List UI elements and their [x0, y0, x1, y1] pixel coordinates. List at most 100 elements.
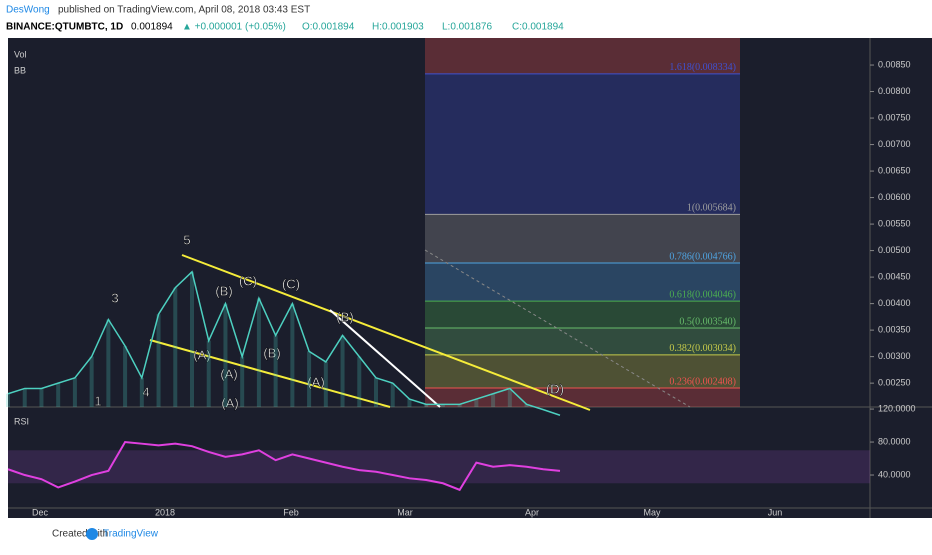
fib-zone: [425, 388, 740, 407]
fib-zone: [425, 73, 740, 215]
published: published on TradingView.com, April 08, …: [58, 5, 310, 16]
volume-bar: [256, 298, 261, 407]
change: ▲ +0.000001 (+0.05%): [182, 22, 286, 33]
volume-bar: [374, 377, 378, 407]
y-tick-label: 0.00250: [878, 378, 911, 388]
brand-icon: [86, 528, 98, 540]
trend-line: [181, 254, 591, 411]
y-tick-label: 0.00300: [878, 351, 911, 361]
volume-bar: [22, 388, 27, 407]
volume-bar: [89, 356, 94, 407]
last: 0.001894: [131, 22, 173, 33]
y-tick-label: 0.00850: [878, 59, 911, 69]
volume-bar: [290, 303, 295, 407]
x-tick-label: Feb: [283, 507, 299, 517]
footer-created: Created with: [52, 529, 108, 540]
rsi-band: [8, 450, 870, 484]
wave-label: 5: [183, 232, 190, 247]
y-tick-label: 0.00500: [878, 245, 911, 255]
y-tick-label: 0.00600: [878, 192, 911, 202]
fib-label: 1.618(0.008334): [669, 62, 736, 73]
y-tick-label: 0.00350: [878, 325, 911, 335]
fib-zone: [425, 214, 740, 264]
y-tick-label: 0.00650: [878, 165, 911, 175]
y-tick-label: 0.00800: [878, 86, 911, 96]
volume-bar: [390, 383, 395, 407]
rsi-label: RSI: [14, 416, 29, 426]
volume-bar: [273, 335, 278, 407]
close: C:0.001894: [512, 22, 564, 33]
x-tick-label: Jun: [768, 507, 783, 517]
fib-zone: [425, 354, 740, 389]
volume-bar: [457, 404, 462, 407]
volume-bar: [340, 335, 345, 407]
chart-area: [8, 38, 932, 518]
rsi-tick-label: 120.0000: [878, 403, 916, 413]
wave-label: (B): [215, 283, 232, 298]
volume-bar: [491, 393, 496, 407]
wave-label: (B): [336, 309, 353, 324]
trend-line: [149, 339, 391, 408]
volume-bar: [190, 271, 194, 407]
x-tick-label: Dec: [32, 507, 49, 517]
volume-bar: [240, 356, 245, 407]
wave-label: (D): [546, 381, 564, 396]
volume-bar: [440, 404, 445, 407]
open: O:0.001894: [302, 22, 355, 33]
fib-label: 1(0.005684): [687, 203, 736, 214]
fib-zone: [425, 263, 740, 302]
rsi-line: [7, 440, 561, 492]
y-tick-label: 0.00450: [878, 271, 911, 281]
volume-bar: [173, 287, 178, 407]
high: H:0.001903: [372, 22, 424, 33]
wave-label: (A): [221, 395, 238, 410]
volume-bar: [39, 388, 44, 407]
volume-bar: [474, 399, 479, 407]
wave-label: (A): [220, 366, 237, 381]
fib-label: 0.618(0.004046): [669, 289, 736, 300]
x-tick-label: Apr: [525, 507, 539, 517]
y-tick-label: 0.00400: [878, 298, 911, 308]
volume-bar: [156, 314, 161, 407]
wave-label: 4: [142, 384, 149, 399]
fib-label: 0.236(0.002408): [669, 376, 736, 387]
legend-bb: BB: [14, 65, 26, 75]
volume-bar: [357, 356, 362, 407]
volume-bar: [507, 388, 512, 407]
x-tick-label: May: [643, 507, 661, 517]
rsi-tick-label: 80.0000: [878, 436, 911, 446]
fib-label: 0.786(0.004766): [669, 251, 736, 262]
price-line: [7, 270, 561, 416]
wave-label: 3: [111, 290, 118, 305]
volume-bar: [524, 404, 529, 407]
volume-bar: [72, 377, 77, 407]
footer-brand[interactable]: TradingView: [103, 529, 159, 540]
author[interactable]: DesWong: [6, 5, 50, 16]
volume-bar: [139, 377, 144, 407]
x-tick-label: Mar: [397, 507, 413, 517]
wave-label: (A): [307, 374, 324, 389]
wave-label: (C): [239, 273, 257, 288]
volume-bar: [307, 351, 312, 407]
fib-zone: [425, 38, 740, 74]
y-tick-label: 0.00550: [878, 218, 911, 228]
legend-vol: Vol: [14, 49, 27, 59]
volume-bar: [223, 303, 228, 407]
low: L:0.001876: [442, 22, 492, 33]
wave-label: (C): [282, 276, 300, 291]
fib-label: 0.382(0.003034): [669, 343, 736, 354]
rsi-tick-label: 40.0000: [878, 469, 911, 479]
x-tick-label: 2018: [155, 507, 175, 517]
volume-bar: [424, 404, 429, 407]
volume-bar: [123, 346, 128, 407]
symbol: BINANCE:QTUMBTC, 1D: [6, 22, 123, 33]
wave-label: (A): [193, 347, 210, 362]
volume-bar: [56, 383, 61, 407]
volume-bar: [407, 399, 412, 407]
volume-bar: [206, 340, 211, 407]
fib-label: 0.5(0.003540): [679, 316, 736, 327]
trend-line: [329, 309, 441, 408]
y-tick-label: 0.00750: [878, 112, 911, 122]
y-tick-label: 0.00700: [878, 139, 911, 149]
